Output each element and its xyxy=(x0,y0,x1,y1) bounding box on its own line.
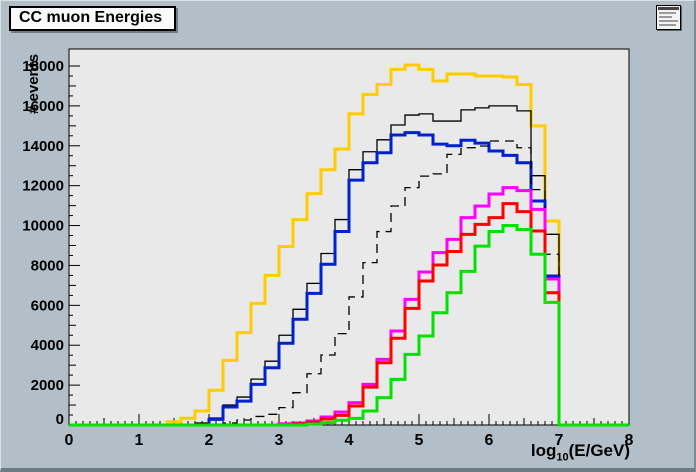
svg-text:0: 0 xyxy=(65,432,74,449)
x-axis-label: log10(E/GeV) xyxy=(531,441,630,463)
svg-text:3: 3 xyxy=(275,432,284,449)
x-tick-labels: 0 1 2 3 4 5 6 7 8 xyxy=(65,432,634,449)
svg-text:2000: 2000 xyxy=(31,377,64,394)
black-dashed-hist xyxy=(69,140,629,426)
y-axis-label: # events xyxy=(25,53,42,114)
mini-window-line xyxy=(659,16,672,18)
blue-hist xyxy=(69,131,629,427)
title-pave[interactable]: CC muon Energies xyxy=(9,6,177,31)
x-axis-label-rest: (E/GeV) xyxy=(568,441,630,460)
svg-text:8: 8 xyxy=(625,432,634,449)
svg-text:2: 2 xyxy=(205,432,214,449)
svg-text:16000: 16000 xyxy=(22,98,64,115)
histograms xyxy=(69,63,629,427)
svg-text:1: 1 xyxy=(135,432,144,449)
svg-text:6: 6 xyxy=(485,432,494,449)
plot-frame[interactable] xyxy=(68,48,630,426)
yellow-hist xyxy=(69,63,629,427)
svg-text:4: 4 xyxy=(345,432,354,449)
mini-window-line xyxy=(659,12,676,14)
x-axis-label-main: log xyxy=(530,441,557,460)
svg-text:4000: 4000 xyxy=(31,337,64,354)
mini-window-line xyxy=(659,20,678,22)
x-axis-label-sub: 10 xyxy=(556,451,569,464)
svg-text:10000: 10000 xyxy=(22,218,64,235)
svg-text:12000: 12000 xyxy=(22,178,64,195)
svg-text:6000: 6000 xyxy=(31,297,64,314)
svg-text:0: 0 xyxy=(56,411,64,428)
black-solid-hist xyxy=(69,105,629,426)
title-label: CC muon Energies xyxy=(19,9,163,26)
svg-text:7: 7 xyxy=(555,432,564,449)
svg-text:18000: 18000 xyxy=(22,58,64,75)
svg-text:5: 5 xyxy=(415,432,424,449)
mini-window-line xyxy=(659,24,676,26)
svg-text:14000: 14000 xyxy=(22,138,64,155)
y-tick-labels: 0 2000 4000 6000 8000 10000 12000 14000 16000 180… xyxy=(22,58,64,428)
mini-window-titlebar xyxy=(658,7,679,10)
green-hist xyxy=(69,224,629,427)
mini-window-icon[interactable] xyxy=(656,5,681,30)
svg-text:8000: 8000 xyxy=(31,257,64,274)
